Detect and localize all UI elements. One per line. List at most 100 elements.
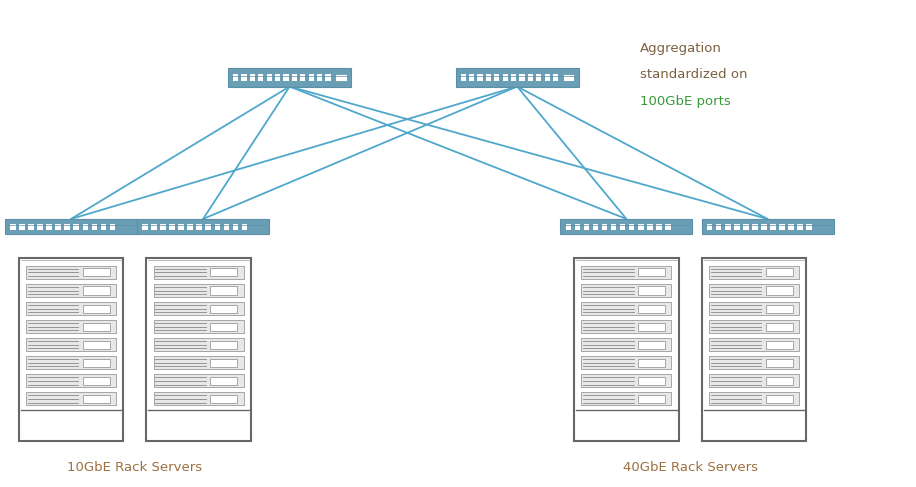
Bar: [709, 338, 799, 351]
Bar: [56, 224, 61, 230]
Bar: [137, 219, 269, 234]
Bar: [766, 322, 792, 331]
Bar: [702, 219, 834, 234]
Bar: [154, 284, 244, 297]
Bar: [582, 356, 671, 369]
Bar: [211, 268, 237, 277]
Bar: [82, 224, 88, 230]
Bar: [211, 395, 237, 403]
Bar: [275, 74, 280, 81]
Bar: [26, 266, 116, 279]
Bar: [469, 74, 474, 81]
Bar: [806, 224, 812, 230]
Bar: [92, 224, 97, 230]
Bar: [709, 302, 799, 315]
Bar: [582, 320, 671, 333]
Bar: [317, 74, 322, 81]
Bar: [211, 359, 237, 367]
Bar: [211, 286, 237, 295]
Bar: [82, 341, 110, 349]
Bar: [582, 375, 671, 387]
Bar: [26, 375, 116, 387]
Bar: [638, 359, 665, 367]
Text: 100GbE ports: 100GbE ports: [640, 95, 731, 108]
Bar: [611, 224, 616, 230]
Bar: [656, 224, 661, 230]
Bar: [638, 268, 665, 277]
Bar: [788, 224, 793, 230]
Bar: [638, 286, 665, 295]
Bar: [154, 375, 244, 387]
Bar: [154, 266, 244, 279]
Bar: [766, 395, 792, 403]
Text: Aggregation: Aggregation: [640, 42, 722, 55]
Bar: [101, 224, 106, 230]
Bar: [511, 74, 517, 81]
Bar: [250, 74, 255, 81]
Bar: [582, 393, 671, 406]
Bar: [233, 224, 238, 230]
Bar: [536, 74, 541, 81]
Bar: [82, 377, 110, 385]
Bar: [82, 286, 110, 295]
Bar: [638, 304, 665, 313]
Bar: [593, 224, 598, 230]
Bar: [647, 224, 652, 230]
Bar: [82, 268, 110, 277]
Bar: [188, 224, 193, 230]
Bar: [766, 377, 792, 385]
Bar: [582, 284, 671, 297]
Bar: [154, 338, 244, 351]
Bar: [26, 338, 116, 351]
Bar: [242, 224, 247, 230]
Bar: [709, 284, 799, 297]
Bar: [110, 224, 115, 230]
Bar: [456, 68, 579, 87]
Bar: [233, 74, 238, 81]
Bar: [154, 356, 244, 369]
Bar: [151, 224, 157, 230]
Bar: [82, 359, 110, 367]
Bar: [147, 258, 251, 441]
Bar: [545, 74, 550, 81]
Bar: [629, 224, 635, 230]
Bar: [574, 224, 581, 230]
Text: 10GbE Rack Servers: 10GbE Rack Servers: [67, 461, 202, 474]
Bar: [169, 224, 175, 230]
Bar: [485, 74, 491, 81]
Bar: [300, 74, 305, 81]
Bar: [665, 224, 671, 230]
Bar: [73, 224, 79, 230]
Bar: [638, 224, 644, 230]
Bar: [766, 304, 792, 313]
Bar: [582, 266, 671, 279]
Bar: [309, 74, 314, 81]
Bar: [725, 224, 730, 230]
Bar: [766, 286, 792, 295]
Bar: [142, 224, 148, 230]
Bar: [160, 224, 166, 230]
Bar: [752, 224, 758, 230]
Bar: [528, 74, 533, 81]
Bar: [154, 393, 244, 406]
Bar: [267, 74, 272, 81]
Bar: [779, 224, 785, 230]
Bar: [709, 356, 799, 369]
Bar: [638, 322, 665, 331]
Bar: [709, 393, 799, 406]
Bar: [797, 224, 802, 230]
Bar: [10, 224, 16, 230]
Bar: [582, 302, 671, 315]
Bar: [18, 258, 124, 441]
Bar: [766, 359, 792, 367]
Bar: [154, 320, 244, 333]
Bar: [214, 224, 220, 230]
Bar: [709, 375, 799, 387]
Bar: [638, 395, 665, 403]
Bar: [26, 320, 116, 333]
Text: standardized on: standardized on: [640, 69, 747, 81]
Bar: [211, 341, 237, 349]
Bar: [224, 224, 229, 230]
Bar: [461, 74, 466, 81]
Bar: [5, 219, 137, 234]
